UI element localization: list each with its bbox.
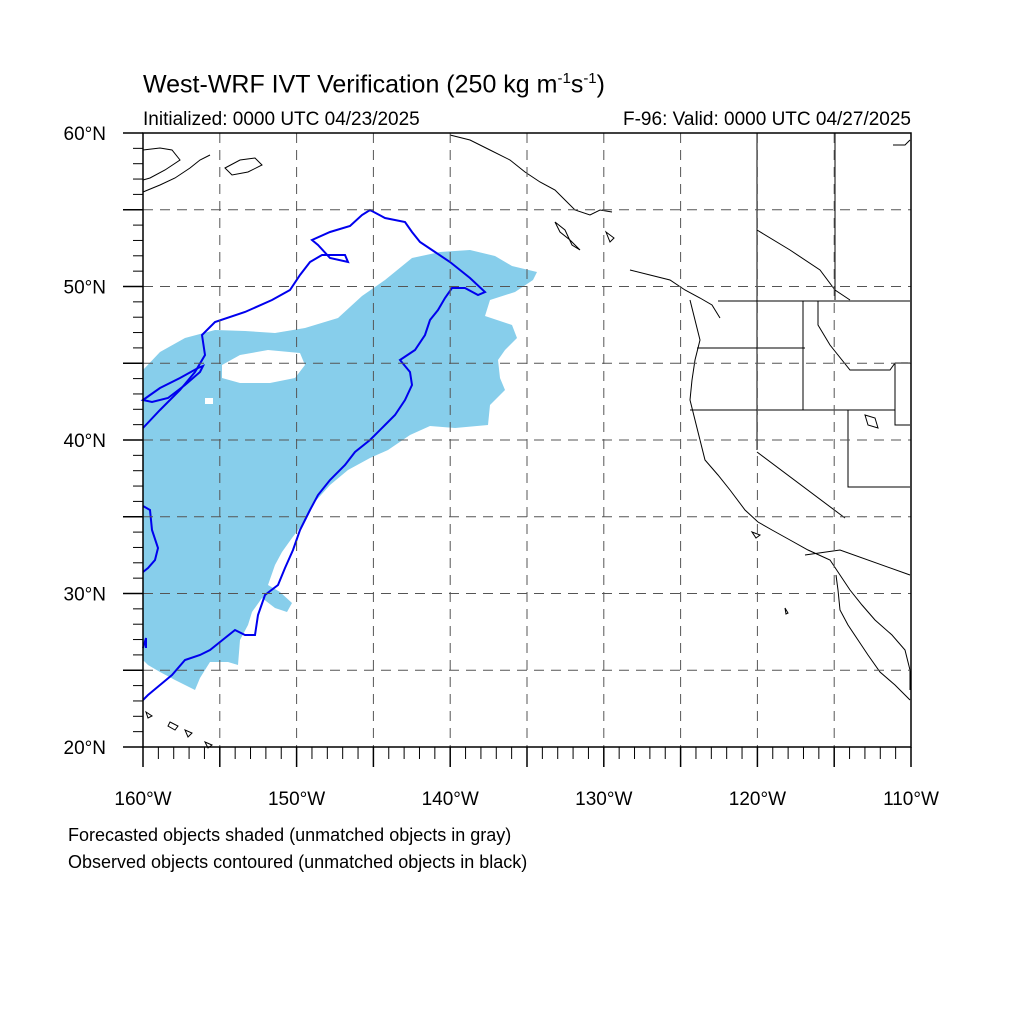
x-tick-label: 150°W (268, 789, 325, 810)
x-tick-label: 120°W (729, 789, 786, 810)
chart-title: West-WRF IVT Verification (250 kg m-1s-1… (143, 70, 605, 99)
y-tick-label: 20°N (64, 738, 106, 759)
coastlines (142, 134, 911, 749)
observed-object-contour-main (142, 208, 487, 701)
state-borders (690, 133, 911, 576)
axis-labels: 160°W 150°W 140°W 130°W 120°W 110°W 20°N 30°N 40… (64, 124, 939, 810)
x-tick-label: 160°W (114, 789, 171, 810)
lat-lon-grid (143, 133, 911, 747)
initialized-label: Initialized: 0000 UTC 04/23/2025 (143, 109, 420, 130)
observed-object-contour-edge (142, 637, 147, 649)
observed-object-contour-inner (140, 364, 206, 404)
axis-ticks (123, 132, 912, 767)
y-tick-label: 40°N (64, 431, 106, 452)
y-tick-label: 50°N (64, 278, 106, 299)
x-tick-label: 140°W (422, 789, 479, 810)
y-tick-label: 30°N (64, 585, 106, 606)
x-tick-label: 110°W (883, 789, 939, 810)
observed-note: Observed objects contoured (unmatched ob… (68, 852, 528, 872)
forecast-note: Forecasted objects shaded (unmatched obj… (68, 825, 512, 845)
y-tick-label: 60°N (64, 124, 106, 145)
valid-time-label: F-96: Valid: 0000 UTC 04/27/2025 (623, 109, 911, 130)
x-tick-label: 130°W (575, 789, 632, 810)
observed-object-contour-south (142, 505, 160, 573)
